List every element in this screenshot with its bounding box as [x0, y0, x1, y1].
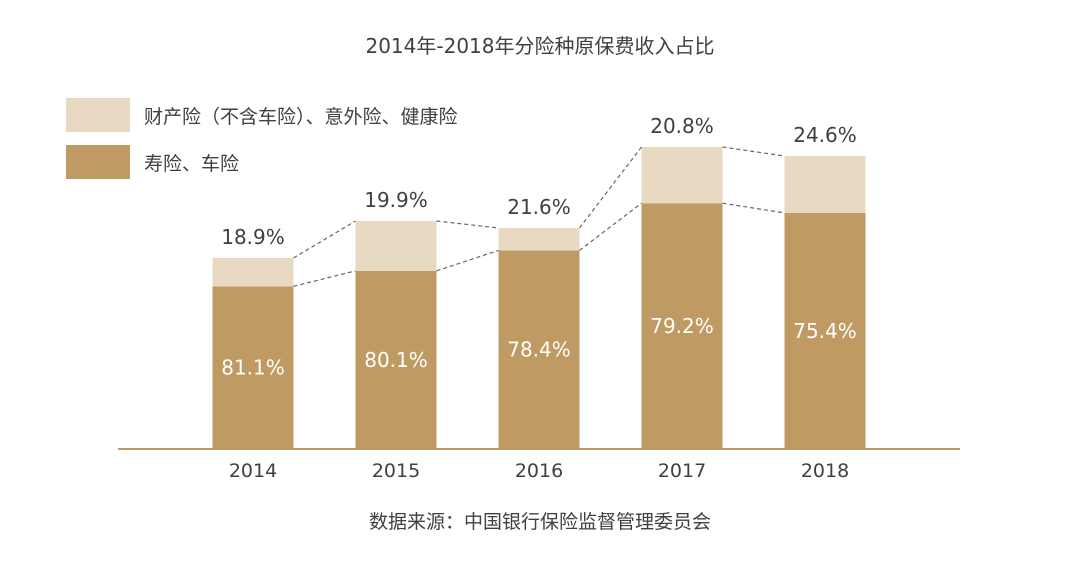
bar-property-2014 [212, 258, 294, 287]
x-tick-label-2018: 2018 [801, 460, 849, 482]
connector-mid-3 [722, 202, 785, 214]
data-label-life-2016: 78.4% [507, 338, 571, 362]
data-label-property-2015: 19.9% [364, 188, 428, 212]
source-note: 数据来源：中国银行保险监督管理委员会 [368, 511, 711, 533]
legend-item-life: 寿险、车险 [66, 145, 239, 179]
bar-life-2016 [498, 250, 580, 449]
data-label-property-2014: 18.9% [221, 225, 285, 249]
legend-label-life: 寿险、车险 [144, 152, 240, 175]
bar-life-2018 [784, 212, 866, 449]
data-label-life-2015: 80.1% [364, 348, 428, 372]
legend-swatch-property [66, 98, 130, 132]
chart-title: 2014年-2018年分险种原保费收入占比 [365, 34, 715, 58]
bar-property-2018 [784, 156, 866, 213]
x-tick-label-2015: 2015 [372, 460, 420, 482]
bar-life-2014 [212, 286, 294, 449]
data-label-property-2018: 24.6% [793, 123, 857, 147]
legend-label-property: 财产险（不含车险）、意外险、健康险 [144, 105, 458, 128]
data-label-life-2014: 81.1% [221, 356, 285, 380]
bar-life-2015 [355, 270, 437, 449]
connector-mid-2 [579, 202, 642, 251]
x-tick-label-2017: 2017 [658, 460, 706, 482]
bar-property-2016 [498, 228, 580, 251]
connector-top-3 [722, 146, 785, 157]
data-label-life-2017: 79.2% [650, 314, 714, 338]
connector-mid-0 [293, 270, 356, 287]
connector-top-2 [579, 146, 642, 229]
data-label-property-2016: 21.6% [507, 195, 571, 219]
data-label-property-2017: 20.8% [650, 114, 714, 138]
x-tick-label-2016: 2016 [515, 460, 563, 482]
legend-item-property: 财产险（不含车险）、意外险、健康险 [66, 98, 458, 132]
data-label-life-2018: 75.4% [793, 319, 857, 343]
bar-life-2017 [641, 203, 723, 449]
legend-swatch-life [66, 145, 130, 179]
bar-property-2015 [355, 221, 437, 271]
connector-mid-1 [436, 249, 499, 272]
connector-top-0 [293, 220, 356, 259]
x-tick-label-2014: 2014 [229, 460, 277, 482]
connector-top-1 [436, 220, 499, 229]
bar-property-2017 [641, 147, 723, 204]
